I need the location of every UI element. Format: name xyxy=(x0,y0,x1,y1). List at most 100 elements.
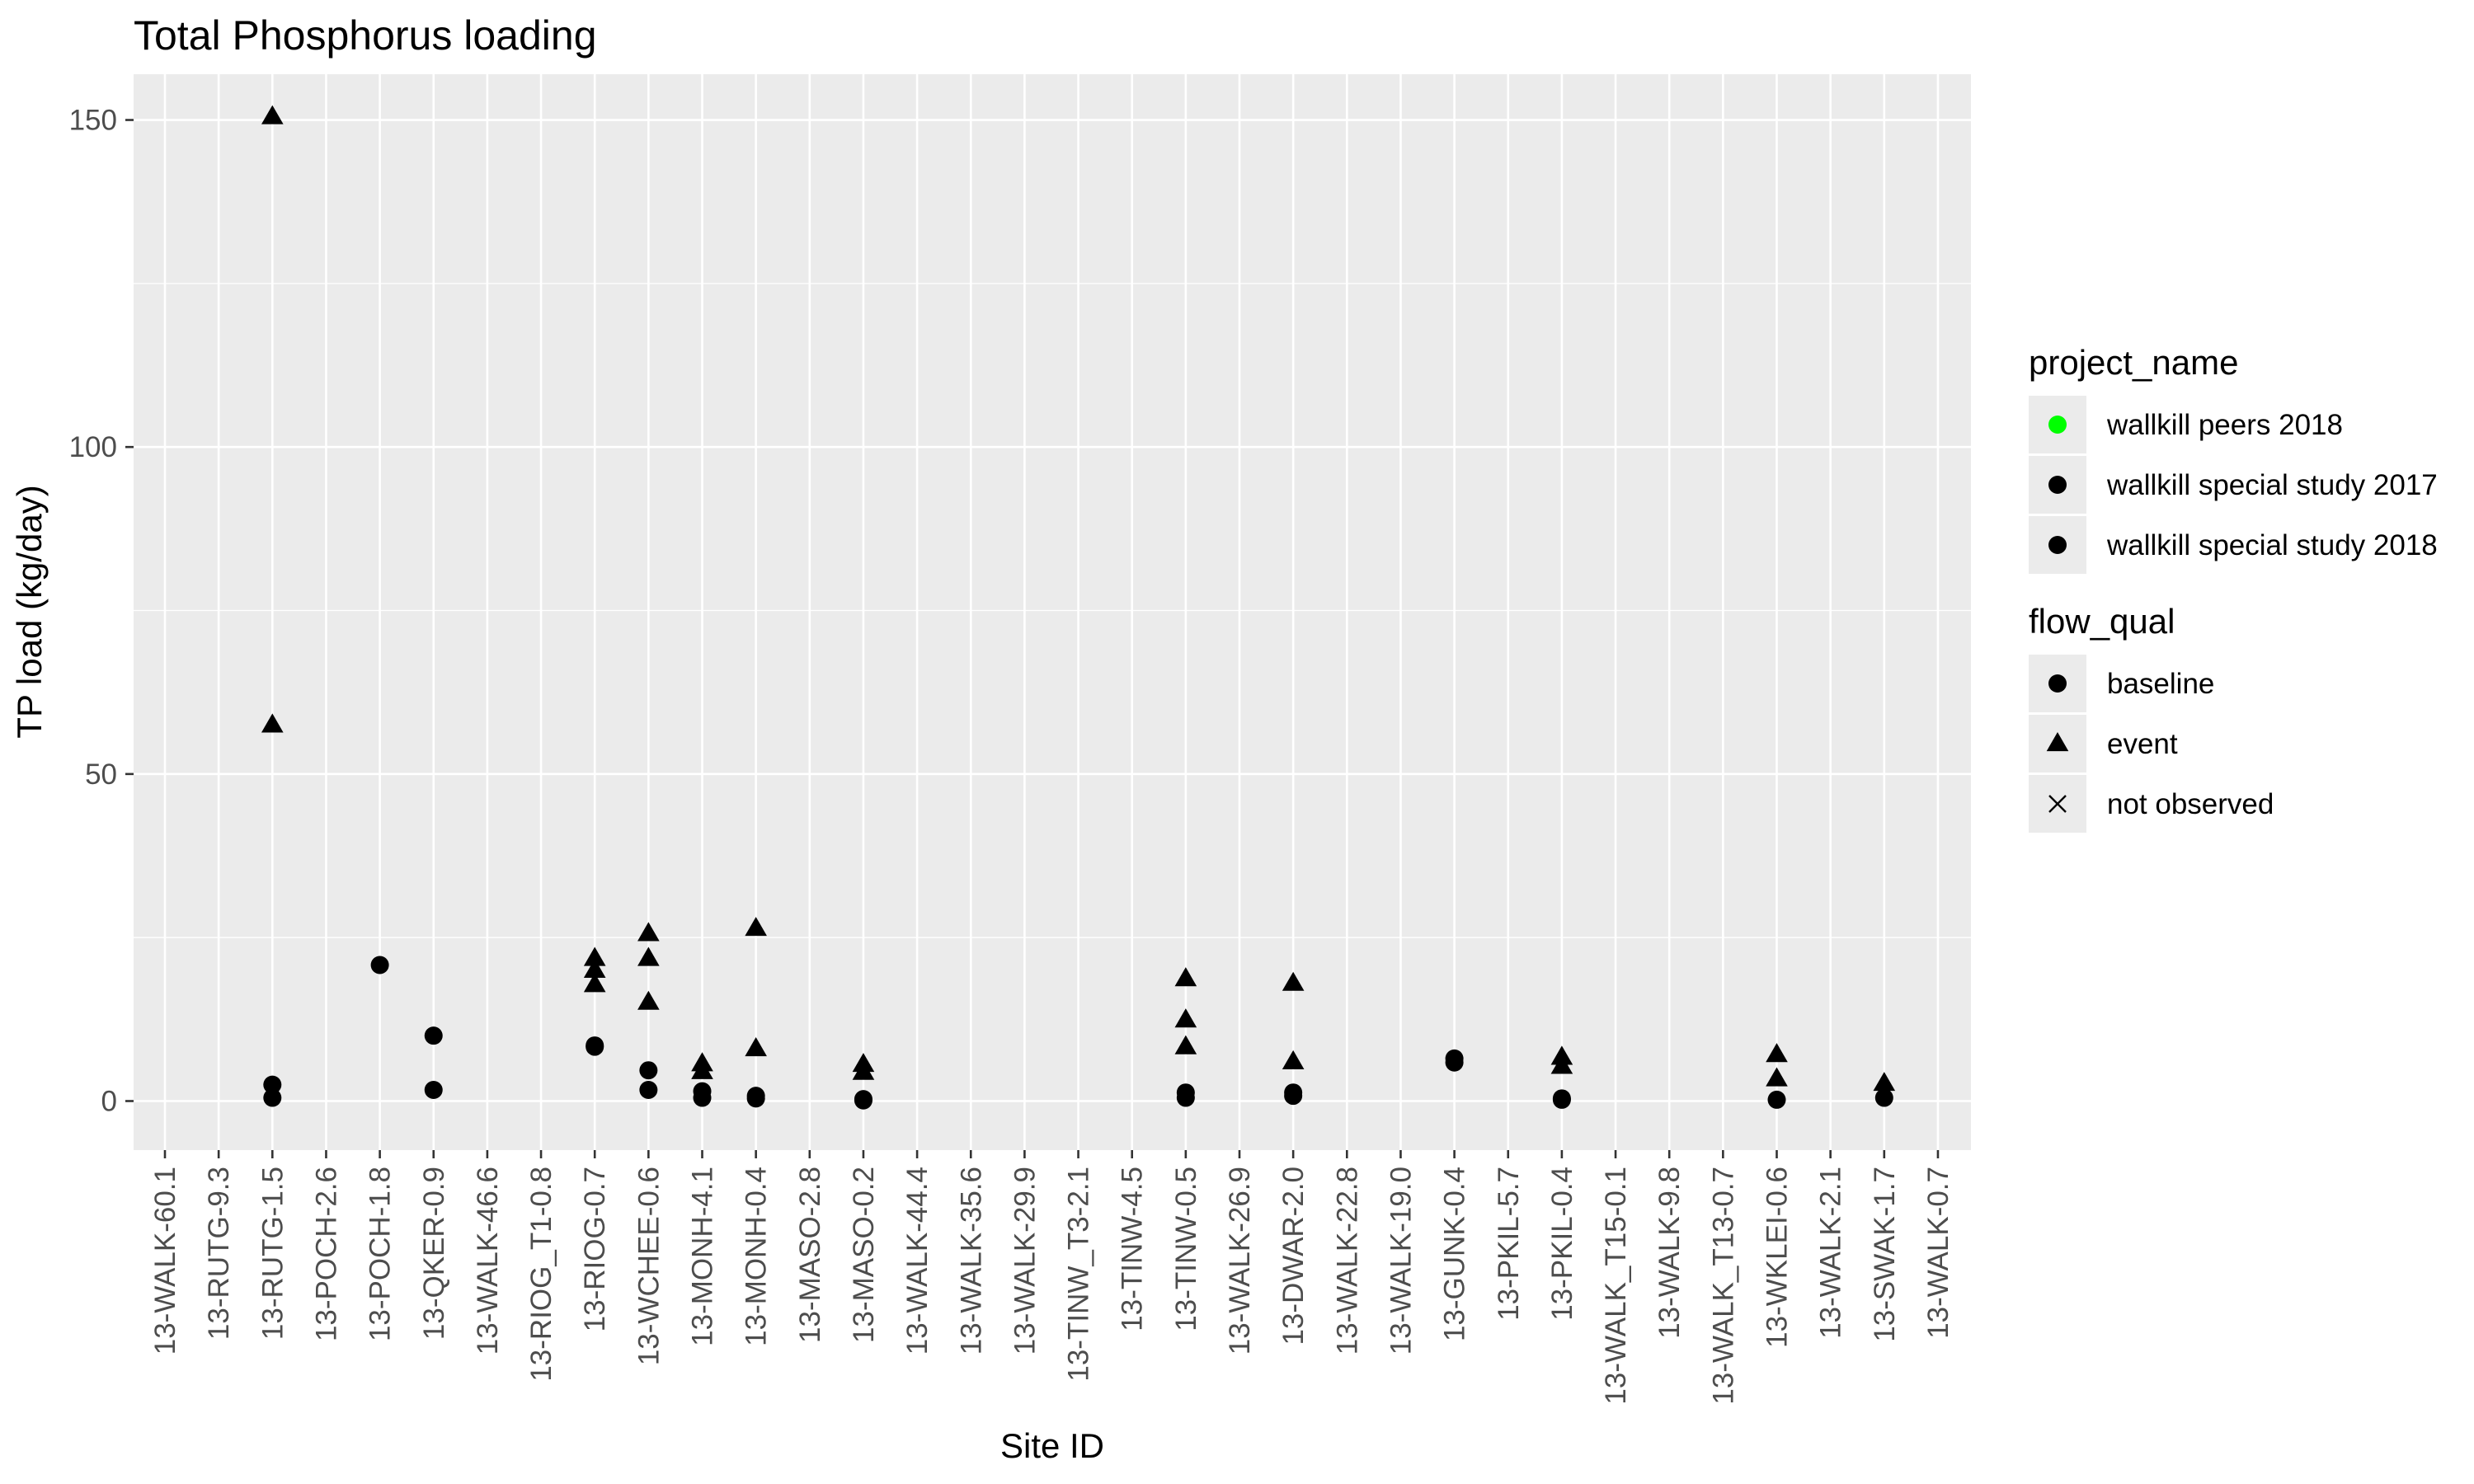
x-tick-label: 13-MASO-0.2 xyxy=(848,1167,880,1343)
legend-marker xyxy=(2048,476,2067,494)
x-tick-label: 13-WALK-2.1 xyxy=(1815,1167,1847,1339)
data-point-event xyxy=(637,922,660,942)
y-tick-label: 50 xyxy=(85,758,117,791)
x-tick-label: 13-POCH-1.8 xyxy=(365,1167,397,1341)
data-point-baseline xyxy=(424,1081,443,1100)
x-tick-label: 13-WALK_T15-0.1 xyxy=(1600,1167,1632,1405)
data-point-baseline xyxy=(639,1061,658,1080)
data-points xyxy=(261,105,1896,1110)
legend-label: wallkill special study 2017 xyxy=(2106,469,2438,501)
legend-marker xyxy=(2046,732,2069,752)
data-point-baseline xyxy=(424,1026,443,1045)
data-point-baseline xyxy=(1552,1090,1571,1109)
x-tick-label: 13-QKER-0.9 xyxy=(418,1167,450,1340)
data-point-event xyxy=(1873,1072,1896,1092)
data-point-baseline xyxy=(1176,1088,1195,1107)
x-tick-label: 13-MONH-0.4 xyxy=(741,1167,773,1346)
data-point-event xyxy=(1282,1050,1305,1070)
data-point-baseline xyxy=(586,1037,604,1056)
x-tick-label: 13-WALK-46.6 xyxy=(472,1167,504,1355)
legend-marker xyxy=(2048,416,2067,434)
data-point-event xyxy=(261,713,284,733)
x-tick-label: 13-PKIL-5.7 xyxy=(1493,1167,1525,1321)
data-point-event xyxy=(1766,1043,1788,1063)
x-tick-label: 13-WALK-60.1 xyxy=(149,1167,181,1355)
legend-label: wallkill peers 2018 xyxy=(2106,409,2343,441)
x-tick-label: 13-SWAK-1.7 xyxy=(1869,1167,1901,1342)
legend-title: project_name xyxy=(2029,343,2238,382)
data-point-event xyxy=(637,990,660,1010)
data-point-baseline xyxy=(1767,1090,1786,1109)
data-point-event xyxy=(1282,971,1305,991)
legend-title: flow_qual xyxy=(2029,602,2175,641)
data-point-event xyxy=(1174,1008,1197,1028)
data-point-baseline xyxy=(263,1088,282,1107)
chart-title: Total Phosphorus loading xyxy=(134,12,597,59)
data-point-baseline xyxy=(693,1088,712,1107)
x-tick-label: 13-WALK-22.8 xyxy=(1331,1167,1363,1355)
legends: project_name wallkill peers 2018 wallkill … xyxy=(2029,343,2438,833)
data-point-event xyxy=(745,1037,767,1057)
y-tick-label: 100 xyxy=(69,431,117,463)
legend-label: wallkill special study 2018 xyxy=(2106,529,2438,561)
data-point-baseline xyxy=(854,1091,872,1110)
data-point-event xyxy=(583,973,606,993)
data-point-baseline xyxy=(1874,1088,1893,1107)
data-point-baseline xyxy=(639,1081,658,1100)
x-tick-label: 13-RUTG-1.5 xyxy=(256,1167,289,1340)
y-tick-label: 0 xyxy=(101,1086,117,1118)
data-point-event xyxy=(852,1060,875,1080)
x-tick-label: 13-POCH-2.6 xyxy=(310,1167,342,1341)
grid-lines xyxy=(134,74,1971,1150)
x-tick-label: 13-WCHEE-0.6 xyxy=(633,1167,665,1365)
x-tick-label: 13-WALK_T13-0.7 xyxy=(1707,1167,1739,1405)
x-axis-title: Site ID xyxy=(1000,1426,1104,1465)
x-tick-label: 13-TINW-0.5 xyxy=(1170,1167,1202,1331)
data-point-baseline xyxy=(1284,1087,1303,1106)
data-point-baseline xyxy=(263,1075,282,1094)
data-point-event xyxy=(1550,1054,1573,1074)
y-tick-label: 150 xyxy=(69,105,117,137)
x-tick-label: 13-WALK-26.9 xyxy=(1224,1167,1256,1355)
x-tick-label: 13-WKLEI-0.6 xyxy=(1761,1167,1794,1348)
data-point-event xyxy=(583,946,606,966)
legend-marker xyxy=(2048,674,2067,693)
data-point-event xyxy=(583,958,606,978)
x-tick-label: 13-DWAR-2.0 xyxy=(1277,1167,1310,1345)
data-point-event xyxy=(1766,1067,1788,1087)
x-tick-label: 13-WALK-9.8 xyxy=(1653,1167,1686,1339)
data-point-event xyxy=(745,917,767,937)
x-tick-label: 13-TINW-4.5 xyxy=(1117,1167,1149,1331)
x-tick-label: 13-RIOG-0.7 xyxy=(579,1167,611,1331)
x-tick-label: 13-GUNK-0.4 xyxy=(1439,1167,1471,1341)
x-tick-label: 13-MASO-2.8 xyxy=(794,1167,826,1343)
data-point-event xyxy=(691,1059,713,1079)
x-tick-label: 13-MONH-4.1 xyxy=(687,1167,719,1346)
legend-label: baseline xyxy=(2107,668,2214,700)
data-point-event xyxy=(1174,1035,1197,1054)
x-tick-label: 13-TINW_T3-2.1 xyxy=(1063,1167,1095,1382)
x-tick-label: 13-WALK-19.0 xyxy=(1385,1167,1417,1355)
x-tick-label: 13-RIOG_T1-0.8 xyxy=(525,1167,557,1382)
data-point-event xyxy=(637,946,660,966)
data-point-baseline xyxy=(1445,1053,1464,1072)
x-tick-label: 13-WALK-35.6 xyxy=(955,1167,987,1355)
data-point-event xyxy=(261,105,284,124)
x-tick-label: 13-RUTG-9.3 xyxy=(203,1167,235,1340)
x-axis-ticks: 13-WALK-60.1 13-RUTG-9.3 13-RUTG-1.5 13-POC… xyxy=(149,1150,1954,1405)
x-tick-label: 13-WALK-0.7 xyxy=(1922,1167,1954,1339)
x-tick-label: 13-PKIL-0.4 xyxy=(1546,1167,1578,1321)
x-tick-label: 13-WALK-29.9 xyxy=(1009,1167,1041,1355)
legend-marker xyxy=(2048,536,2067,554)
x-tick-label: 13-WALK-44.4 xyxy=(901,1167,934,1355)
y-axis-ticks: 0 50 100 150 xyxy=(69,105,134,1118)
data-point-event xyxy=(1174,967,1197,987)
legend-marker xyxy=(2048,795,2067,813)
y-axis-title: TP load (kg/day) xyxy=(10,485,49,738)
data-point-baseline xyxy=(746,1089,765,1108)
legend-label: not observed xyxy=(2107,788,2274,820)
legend-label: event xyxy=(2107,728,2178,760)
data-point-baseline xyxy=(370,956,389,974)
plot-panel xyxy=(134,74,1971,1150)
